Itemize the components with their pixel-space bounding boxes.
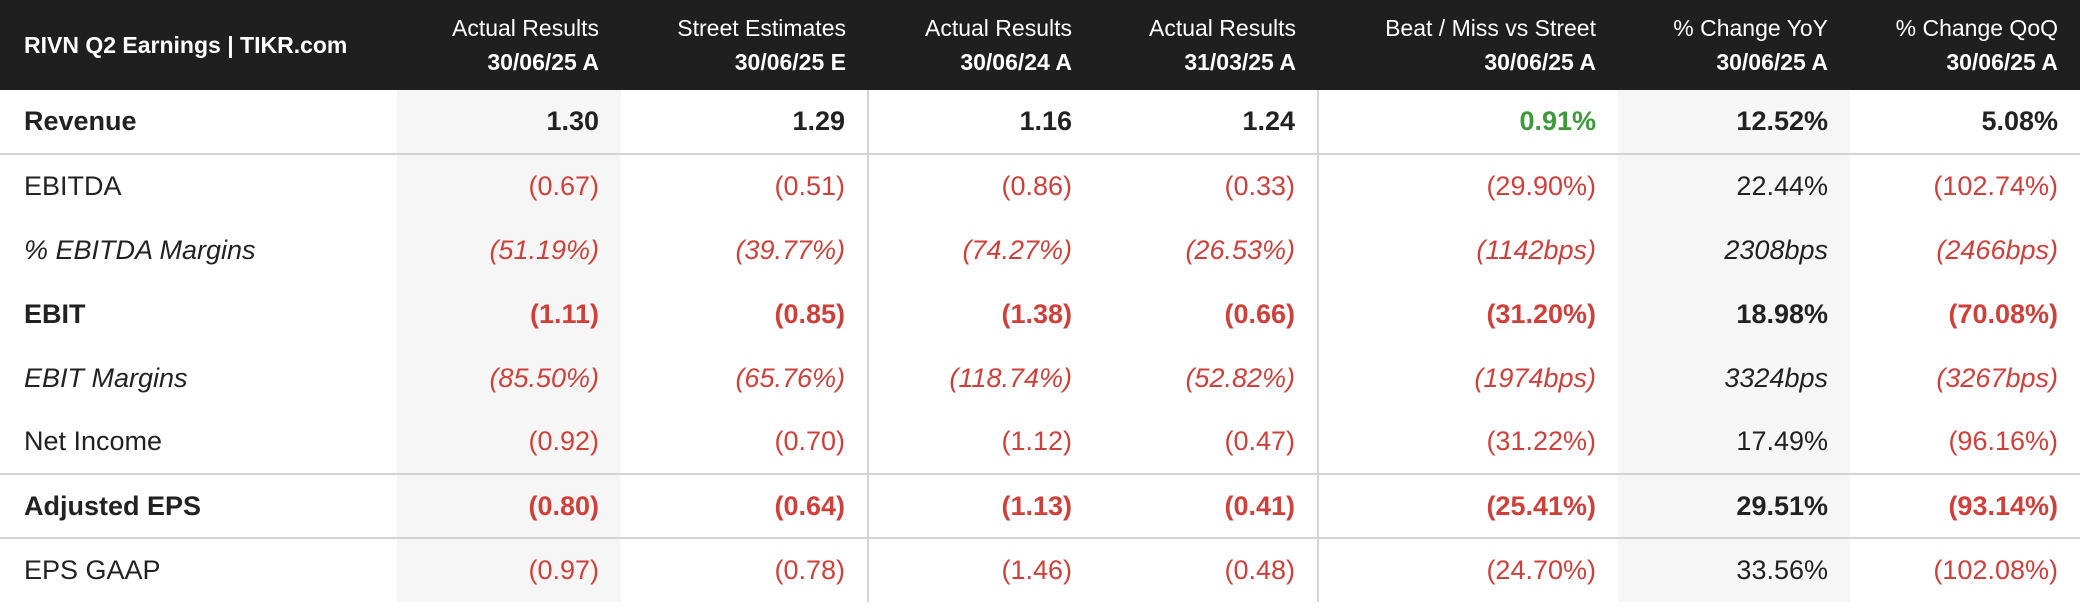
col-header-date: 30/06/25 A [1484, 49, 1596, 75]
cell-change-qoq: (93.14%) [1850, 473, 2080, 538]
col-header-change-qoq: % Change QoQ 30/06/25 A [1850, 0, 2080, 90]
row-label: EPS GAAP [0, 537, 397, 602]
cell-change-yoy: 17.49% [1618, 410, 1850, 474]
row-label: Net Income [24, 426, 163, 456]
col-header-label: Actual Results [924, 15, 1072, 41]
cell-beat-miss: (1974bps) [1317, 346, 1618, 410]
cell-beat-miss: (24.70%) [1317, 537, 1618, 602]
cell-beat-miss: (31.20%) [1317, 282, 1618, 346]
col-header-change-yoy: % Change YoY 30/06/25 A [1618, 0, 1850, 90]
row-label: EBIT Margins [24, 362, 188, 393]
cell-actual-q1-2025: (0.48) [1094, 537, 1318, 602]
cell-actual-q1-2025: (0.33) [1094, 153, 1318, 218]
cell-beat-miss: (29.90%) [1317, 153, 1618, 218]
cell-street-estimate: (0.78) [621, 537, 868, 602]
cell-actual-q2-2025: (85.50%) [397, 346, 621, 410]
col-header-date: 31/03/25 A [1184, 49, 1296, 75]
cell-change-yoy: 18.98% [1618, 282, 1850, 346]
cell-change-qoq: (102.74%) [1850, 153, 2080, 218]
row-ebit-margins: EBIT Margins (85.50%) (65.76%) (118.74%)… [0, 346, 2080, 410]
cell-actual-q1-2025: (26.53%) [1185, 234, 1295, 265]
cell-street-estimate: (0.70) [774, 426, 845, 456]
cell-street-estimate: (65.76%) [735, 362, 845, 393]
col-header-actual-q1-2025: Actual Results 31/03/25 A [1094, 0, 1318, 90]
col-header-date: 30/06/24 A [960, 49, 1072, 75]
col-header-actual-q2-2025: Actual Results 30/06/25 A [397, 0, 621, 90]
col-header-label: Actual Results [1148, 15, 1296, 41]
cell-change-qoq: (3267bps) [1936, 362, 2058, 393]
cell-actual-q2-2025: (0.67) [397, 153, 621, 218]
cell-actual-q2-2025: (1.11) [397, 282, 621, 346]
col-header-label: Actual Results [451, 15, 599, 41]
cell-street-estimate: 1.29 [792, 106, 845, 136]
row-label: EBIT [24, 298, 86, 329]
row-label: Adjusted EPS [0, 473, 397, 538]
cell-change-yoy: 3324bps [1618, 346, 1850, 410]
cell-change-yoy: 12.52% [1618, 90, 1850, 154]
cell-change-qoq: (70.08%) [1948, 298, 2058, 329]
col-header-date: 30/06/25 A [1946, 49, 2058, 75]
cell-beat-miss: (1142bps) [1317, 218, 1618, 282]
row-label: EBITDA [0, 153, 397, 218]
cell-actual-q2-2025: (0.92) [397, 410, 621, 474]
col-header-actual-q2-2024: Actual Results 30/06/24 A [868, 0, 1094, 90]
cell-change-yoy: 33.56% [1618, 537, 1850, 602]
cell-street-estimate: (39.77%) [735, 234, 845, 265]
row-adjusted-eps: Adjusted EPS (0.80) (0.64) (1.13) (0.41)… [0, 473, 2080, 538]
cell-actual-q2-2025: 1.30 [397, 90, 621, 154]
row-ebit: EBIT (1.11) (0.85) (1.38) (0.66) (31.20%… [0, 282, 2080, 346]
col-header-beat-miss: Beat / Miss vs Street 30/06/25 A [1318, 0, 1618, 90]
cell-change-yoy: 29.51% [1618, 473, 1850, 538]
col-header-label: Street Estimates [677, 15, 846, 41]
col-header-label: % Change YoY [1673, 15, 1828, 41]
row-ebitda: EBITDA (0.67) (0.51) (0.86) (0.33) (29.9… [0, 153, 2080, 218]
col-header-street-estimates: Street Estimates 30/06/25 E [621, 0, 868, 90]
cell-beat-miss: (31.22%) [1317, 410, 1618, 474]
cell-actual-q2-2024: (118.74%) [867, 346, 1094, 410]
col-header-label: % Change QoQ [1895, 15, 2058, 41]
col-header-date: 30/06/25 E [734, 49, 846, 75]
cell-change-yoy: 22.44% [1618, 153, 1850, 218]
cell-change-qoq: 5.08% [1981, 106, 2058, 136]
row-net-income: Net Income (0.92) (0.70) (1.12) (0.47) (… [0, 410, 2080, 474]
row-revenue: Revenue 1.30 1.29 1.16 1.24 0.91% 12.52%… [0, 90, 2080, 154]
cell-street-estimate: (0.85) [774, 298, 845, 329]
row-eps-gaap: EPS GAAP (0.97) (0.78) (1.46) (0.48) (24… [0, 537, 2080, 602]
cell-actual-q2-2024: (1.38) [867, 282, 1094, 346]
row-label: Revenue [24, 106, 137, 136]
col-header-date: 30/06/25 A [1716, 49, 1828, 75]
table-header-row: RIVN Q2 Earnings | TIKR.com Actual Resul… [0, 0, 2080, 90]
cell-change-yoy: 2308bps [1618, 218, 1850, 282]
cell-actual-q1-2025: (0.66) [1224, 298, 1295, 329]
cell-actual-q1-2025: 1.24 [1242, 106, 1295, 136]
cell-beat-miss: 0.91% [1317, 90, 1618, 154]
cell-actual-q2-2024: (74.27%) [867, 218, 1094, 282]
cell-change-qoq: (96.16%) [1948, 426, 2058, 456]
cell-actual-q1-2025: (52.82%) [1185, 362, 1295, 393]
cell-actual-q1-2025: (0.47) [1224, 426, 1295, 456]
cell-street-estimate: (0.64) [621, 473, 868, 538]
cell-actual-q2-2025: (0.80) [397, 473, 621, 538]
row-ebitda-margins: % EBITDA Margins (51.19%) (39.77%) (74.2… [0, 218, 2080, 282]
cell-street-estimate: (0.51) [621, 153, 868, 218]
cell-actual-q2-2024: (1.46) [867, 537, 1094, 602]
cell-beat-miss: (25.41%) [1317, 473, 1618, 538]
cell-actual-q1-2025: (0.41) [1094, 473, 1318, 538]
table-title: RIVN Q2 Earnings | TIKR.com [24, 32, 348, 58]
cell-actual-q2-2025: (0.97) [397, 537, 621, 602]
cell-actual-q2-2024: 1.16 [867, 90, 1094, 154]
cell-change-qoq: (102.08%) [1850, 537, 2080, 602]
col-header-label: Beat / Miss vs Street [1385, 15, 1596, 41]
cell-actual-q2-2025: (51.19%) [397, 218, 621, 282]
row-label: % EBITDA Margins [24, 234, 256, 265]
cell-actual-q2-2024: (1.13) [867, 473, 1094, 538]
col-header-date: 30/06/25 A [487, 49, 599, 75]
cell-actual-q2-2024: (1.12) [867, 410, 1094, 474]
cell-actual-q2-2024: (0.86) [867, 153, 1094, 218]
cell-change-qoq: (2466bps) [1936, 234, 2058, 265]
